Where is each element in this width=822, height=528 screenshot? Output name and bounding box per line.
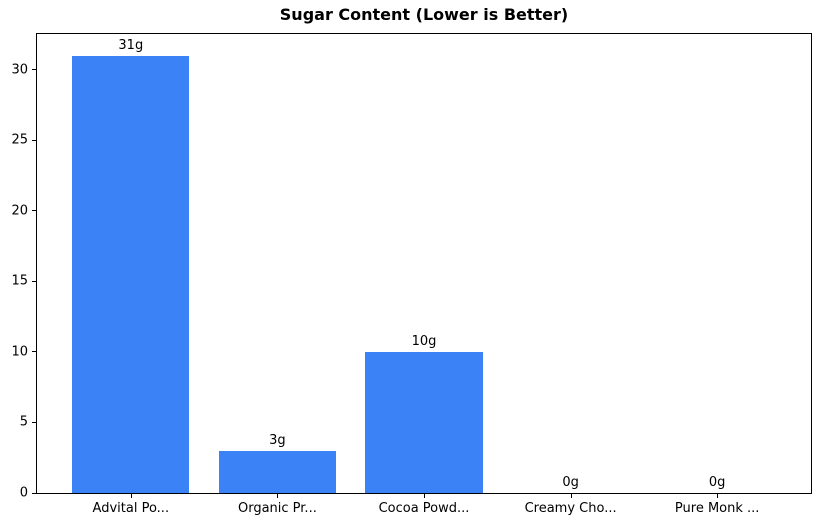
y-tick-label: 30 <box>11 62 28 78</box>
bar-value-label: 0g <box>562 475 579 490</box>
y-tick-mark <box>32 280 36 282</box>
x-tick-label: Creamy Cho... <box>524 501 617 516</box>
x-tick-mark <box>570 494 572 498</box>
x-tick-mark <box>424 494 425 498</box>
chart-title: Sugar Content (Lower is Better) <box>279 5 569 24</box>
bar-value-label: 3g <box>269 432 286 448</box>
bar-value-label: 31g <box>118 37 144 53</box>
y-tick-label: 20 <box>11 203 28 219</box>
bar <box>72 55 190 493</box>
plot-area <box>36 33 812 494</box>
x-tick-mark <box>130 494 132 498</box>
bar-value-label: 0g <box>708 475 726 490</box>
x-tick-label: Cocoa Powd... <box>378 501 470 516</box>
x-tick-label: Advital Po... <box>92 501 170 516</box>
x-tick-label: Pure Monk ... <box>674 501 760 516</box>
x-tick-mark <box>717 494 719 498</box>
y-tick-label: 15 <box>11 273 28 289</box>
bar <box>218 450 337 493</box>
y-tick-mark <box>32 351 36 353</box>
bar <box>365 352 483 493</box>
y-tick-mark <box>32 421 36 423</box>
y-tick-label: 5 <box>19 414 28 430</box>
y-tick-mark <box>32 492 36 494</box>
y-tick-label: 0 <box>19 485 28 501</box>
y-tick-mark <box>32 210 36 212</box>
y-tick-label: 25 <box>11 132 28 148</box>
bar-value-label: 10g <box>411 334 437 349</box>
y-tick-mark <box>32 139 36 141</box>
y-tick-mark <box>32 69 36 71</box>
x-tick-label: Organic Pr... <box>237 501 317 516</box>
y-tick-label: 10 <box>11 344 28 360</box>
x-tick-mark <box>277 494 279 498</box>
